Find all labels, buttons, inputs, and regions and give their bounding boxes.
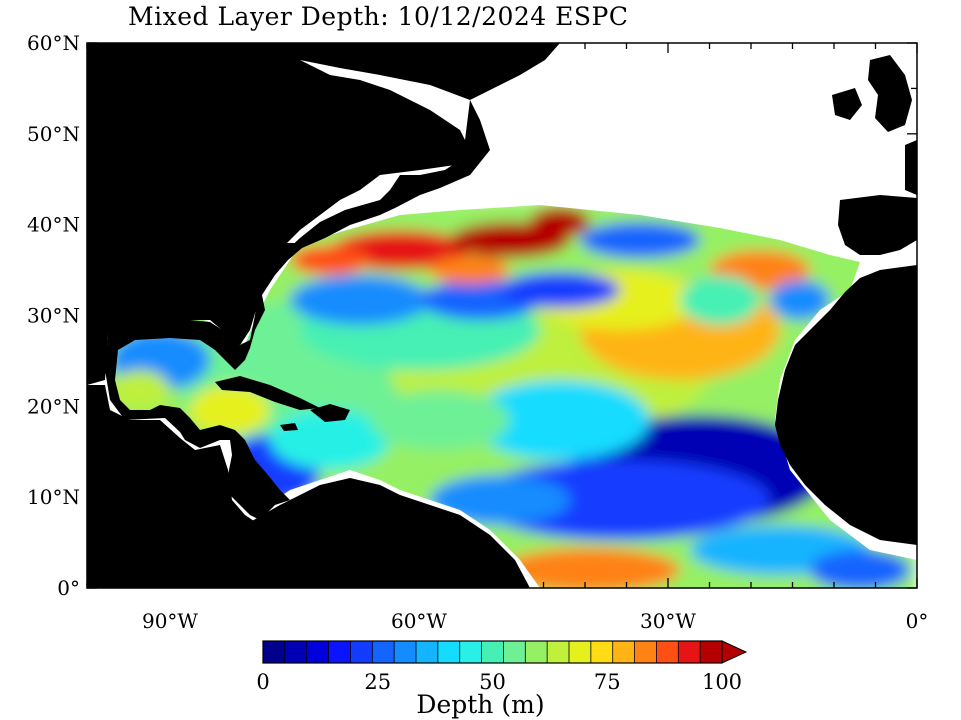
colorbar-frame — [262, 640, 723, 664]
colorbar-title: Depth (m) — [416, 690, 545, 719]
iberia — [838, 195, 917, 255]
lat-tick-label: 60°N — [27, 31, 80, 55]
colorbar-segment — [350, 641, 373, 663]
lon-tick-label: 60°W — [391, 609, 447, 633]
map-plot-area — [87, 43, 917, 588]
colorbar-segment — [263, 641, 286, 663]
colorbar-extend-arrow — [721, 640, 748, 664]
colorbar: 0 25 50 75 100 — [256, 640, 748, 694]
greenland-labrador — [87, 43, 470, 243]
colorbar-segment — [416, 641, 439, 663]
colorbar-tick-label: 25 — [364, 670, 391, 694]
colorbar-segment — [503, 641, 526, 663]
colorbar-segment — [372, 641, 395, 663]
colorbar-segment — [656, 641, 679, 663]
north-america-east — [87, 243, 300, 385]
colorbar-segment — [569, 641, 592, 663]
colorbar-segment — [700, 641, 723, 663]
lon-tick-label: 90°W — [142, 609, 198, 633]
colorbar-segment — [547, 641, 570, 663]
central-america — [87, 385, 270, 588]
lat-tick-label: 40°N — [27, 213, 80, 237]
colorbar-segment — [459, 641, 483, 663]
colorbar-tick-label: 100 — [702, 670, 742, 694]
south-america — [245, 478, 530, 588]
colorbar-segment — [437, 641, 461, 663]
colorbar-segment — [284, 641, 308, 663]
colorbar-segment — [678, 641, 701, 663]
lon-tick-label: 0° — [906, 609, 929, 633]
lat-tick-label: 20°N — [27, 394, 80, 418]
colorbar-segment — [634, 641, 657, 663]
hispaniola — [310, 404, 350, 422]
colorbar-segment — [481, 641, 504, 663]
lat-tick-label: 10°N — [27, 485, 80, 509]
ireland — [832, 88, 862, 120]
map-title: Mixed Layer Depth: 10/12/2024 ESPC — [128, 2, 629, 31]
british-isles — [868, 55, 912, 132]
colorbar-segment — [525, 641, 548, 663]
colorbar-segment — [328, 641, 351, 663]
land-masses — [87, 43, 917, 588]
lat-tick-label: 0° — [57, 576, 80, 600]
europe — [905, 140, 917, 195]
lat-tick-label: 30°N — [27, 304, 80, 328]
colorbar-segment — [394, 641, 417, 663]
colorbar-segment — [612, 641, 636, 663]
colorbar-tick-label: 0 — [256, 670, 269, 694]
longitude-axis: 90°W 60°W 30°W 0° — [86, 43, 929, 633]
lat-tick-label: 50°N — [27, 122, 80, 146]
cuba — [215, 376, 320, 410]
colorbar-tick-label: 75 — [594, 670, 621, 694]
colorbar-segment — [306, 641, 330, 663]
latitude-axis: 60°N 50°N 40°N 30°N 20°N 10°N 0° — [27, 31, 917, 600]
colorbar-segment — [590, 641, 614, 663]
colorbar-tick-label: 50 — [479, 670, 506, 694]
africa — [775, 265, 917, 545]
lon-tick-label: 30°W — [640, 609, 696, 633]
jamaica — [280, 423, 298, 431]
